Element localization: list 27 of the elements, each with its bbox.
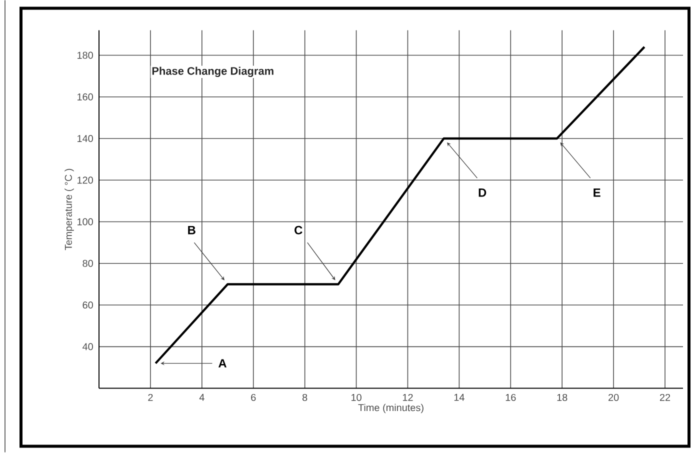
text: Phase Change Diagram [152, 66, 274, 78]
x-tick-label: 20 [608, 394, 619, 402]
y-tick-label: 60 [82, 302, 93, 309]
x-tick-label: 2 [148, 394, 153, 402]
x-tick-label: 8 [302, 394, 308, 402]
annotation: E [594, 188, 600, 197]
x-tick-label: 4 [199, 394, 204, 401]
x-tick-label: 12 [402, 394, 413, 402]
x-axis-title: Time (minutes) [358, 404, 424, 414]
x-tick-label: 18 [557, 394, 568, 402]
y-tick-label: 140 [78, 135, 93, 142]
annotation: D [478, 188, 486, 197]
x-tick-label: 14 [454, 394, 464, 401]
y-tick-label: 160 [78, 94, 93, 101]
x-tick-label: 22 [660, 394, 670, 402]
annotation: A [218, 359, 226, 368]
y-tick-label: 180 [78, 52, 93, 59]
y-tick-label: 100 [78, 218, 93, 226]
annotation: C [294, 226, 302, 235]
y-tick-label: 80 [82, 260, 93, 268]
x-tick-label: 10 [352, 394, 362, 402]
x-tick-label: 16 [506, 394, 516, 402]
annotation: B [188, 226, 196, 234]
y-tick-label: 120 [78, 176, 93, 184]
x-tick-label: 6 [251, 394, 256, 402]
y-tick-label: 40 [82, 343, 93, 350]
y-axis-title: Temperature ( °C ) [64, 169, 74, 250]
